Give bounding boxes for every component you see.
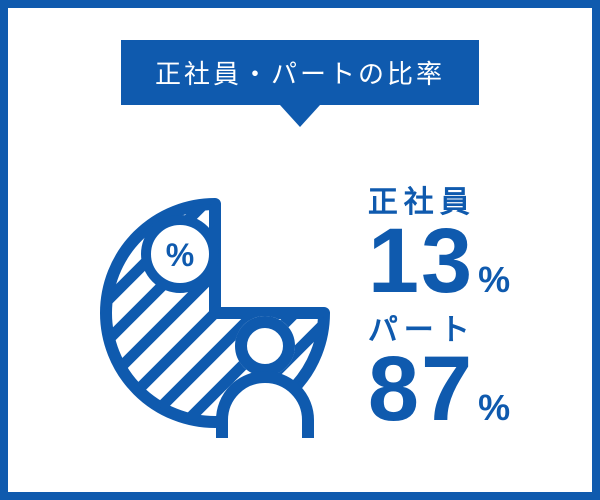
title-text: 正社員・パートの比率: [155, 59, 445, 89]
stat-value-row: 87 %: [368, 346, 510, 433]
stat-block-parttime: パート 87 %: [368, 316, 510, 437]
percent-unit: %: [478, 259, 510, 301]
stat-value-row: 13 %: [368, 218, 510, 305]
infographic-card: 正社員・パートの比率: [0, 0, 600, 500]
stats-column: 正社員 13 % パート 87 %: [368, 188, 510, 437]
stat-value: 13: [368, 218, 474, 305]
svg-text:%: %: [166, 237, 194, 273]
stat-block-fulltime: 正社員 13 %: [368, 188, 510, 309]
stat-value: 87: [368, 346, 474, 433]
title-banner-wrap: 正社員・パートの比率: [8, 40, 592, 127]
content-row: % 正社員 13 % パート 8: [8, 163, 592, 492]
title-banner: 正社員・パートの比率: [121, 40, 479, 105]
percent-unit: %: [478, 387, 510, 429]
pie-person-icon: %: [90, 188, 340, 438]
banner-pointer-icon: [280, 105, 320, 127]
